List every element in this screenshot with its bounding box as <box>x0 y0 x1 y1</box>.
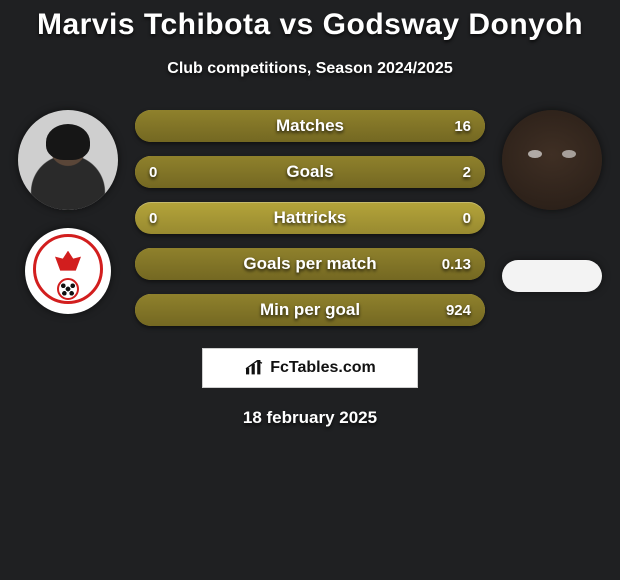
right-column <box>497 110 607 292</box>
bar-chart-icon <box>244 360 264 376</box>
stat-bar: Hattricks0 0 <box>135 202 485 234</box>
club-badge-right <box>502 260 602 292</box>
page-title: Marvis Tchibota vs Godsway Donyoh <box>0 8 620 42</box>
stat-value-left: 0 <box>135 202 171 234</box>
stats-bars: Matches16 Goals02 Hattricks0 0 Goals per mat… <box>135 110 485 326</box>
main-row: Matches16 Goals02 Hattricks0 0 Goals per mat… <box>0 110 620 326</box>
bar-fill-right <box>135 110 485 142</box>
stat-bar: Goals per match0.13 <box>135 248 485 280</box>
player-avatar-left <box>18 110 118 210</box>
bar-fill-right <box>135 294 485 326</box>
stat-bar: Matches16 <box>135 110 485 142</box>
soccer-ball-icon <box>57 278 79 300</box>
stat-value-right: 0 <box>449 202 485 234</box>
stat-bar: Goals02 <box>135 156 485 188</box>
left-column <box>13 110 123 314</box>
player-avatar-right <box>502 110 602 210</box>
brand-badge: FcTables.com <box>202 348 418 388</box>
subtitle: Club competitions, Season 2024/2025 <box>0 60 620 78</box>
stat-bar: Min per goal924 <box>135 294 485 326</box>
bar-fill-right <box>135 248 485 280</box>
comparison-card: Marvis Tchibota vs Godsway Donyoh Club c… <box>0 0 620 428</box>
club-badge-left <box>25 228 111 314</box>
bar-fill-right <box>135 156 485 188</box>
date-text: 18 february 2025 <box>0 408 620 428</box>
stat-label: Hattricks <box>135 202 485 234</box>
brand-text: FcTables.com <box>270 359 376 377</box>
